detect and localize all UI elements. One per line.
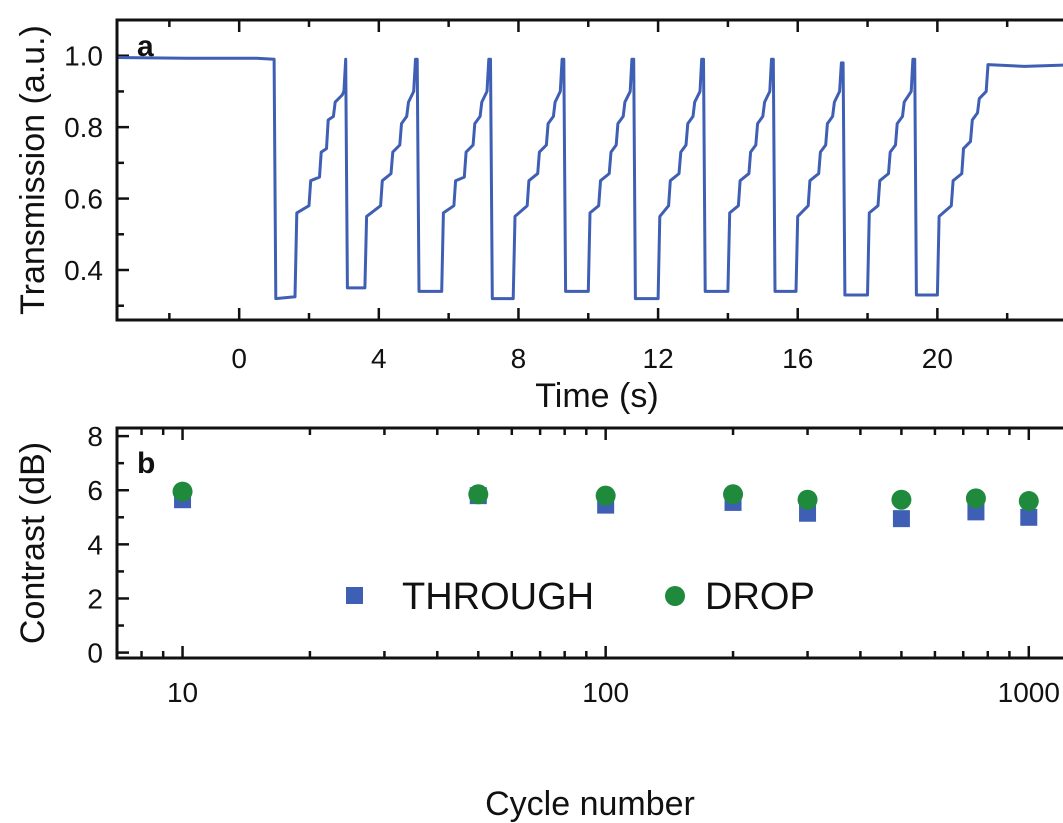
drop-point [723, 484, 744, 505]
panel-a-x-tick-label: 16 [782, 343, 813, 374]
panel-a-x-tick-label: 0 [231, 343, 247, 374]
panel-b-ticks: 10 100 1000 0 2 4 6 8 [87, 421, 1060, 708]
panel-a-y-axis-label: Transmission (a.u.) [14, 25, 52, 315]
legend-marker-drop [665, 586, 685, 606]
panel-a-y-tick-label: 0.6 [64, 184, 103, 215]
drop-point [172, 481, 193, 502]
legend: THROUGH DROP [346, 576, 815, 618]
panel-a-x-tick-label: 20 [922, 343, 953, 374]
legend-label-through: THROUGH [402, 576, 594, 618]
panel-b-x-tick-label: 10 [167, 677, 198, 708]
drop-point [797, 489, 818, 510]
panel-a-y-tick-label: 1.0 [64, 41, 103, 72]
panel-b-y-tick-label: 0 [87, 638, 103, 669]
panel-b: 10 100 1000 0 2 4 6 8 b Cycle number Contrast (… [14, 421, 1063, 823]
panel-b-y-tick-label: 2 [87, 583, 103, 614]
panel-b-x-tick-label: 100 [582, 677, 629, 708]
panel-a-y-tick-label: 0.4 [64, 255, 103, 286]
panel-b-x-axis-label: Cycle number [485, 785, 695, 823]
panel-a-ticks: 0 4 8 12 16 20 0.4 0.6 0.8 1.0 [64, 20, 1009, 374]
panel-b-points [172, 481, 1039, 528]
panel-a-plot-frame [115, 18, 1063, 322]
panel-b-plot-frame [115, 426, 1063, 660]
panel-a-series-line [117, 56, 1063, 301]
legend-label-drop: DROP [705, 576, 815, 618]
panel-b-y-axis-label: Contrast (dB) [14, 442, 52, 644]
panel-a-x-axis-label: Time (s) [535, 377, 658, 415]
drop-point [1018, 491, 1039, 512]
drop-point [468, 484, 489, 505]
drop-point [595, 485, 616, 506]
panel-a-x-tick-label: 4 [371, 343, 387, 374]
panel-b-label: b [137, 447, 155, 480]
panel-a: 0 4 8 12 16 20 0.4 0.6 0.8 1.0 a Time (s) Transmi… [14, 18, 1063, 415]
through-point [967, 503, 985, 521]
panel-a-y-tick-label: 0.8 [64, 112, 103, 143]
through-point [799, 504, 817, 522]
panel-b-y-tick-label: 6 [87, 475, 103, 506]
through-point [1020, 508, 1038, 526]
panel-a-x-tick-label: 12 [643, 343, 674, 374]
drop-point [965, 488, 986, 509]
panel-a-x-tick-label: 8 [511, 343, 527, 374]
legend-marker-through [346, 587, 363, 604]
panel-a-label: a [137, 30, 154, 63]
through-point [892, 510, 910, 528]
panel-b-y-tick-label: 4 [87, 529, 103, 560]
panel-b-x-tick-label: 1000 [998, 677, 1060, 708]
drop-point [891, 489, 912, 510]
panel-b-y-tick-label: 8 [87, 421, 103, 452]
